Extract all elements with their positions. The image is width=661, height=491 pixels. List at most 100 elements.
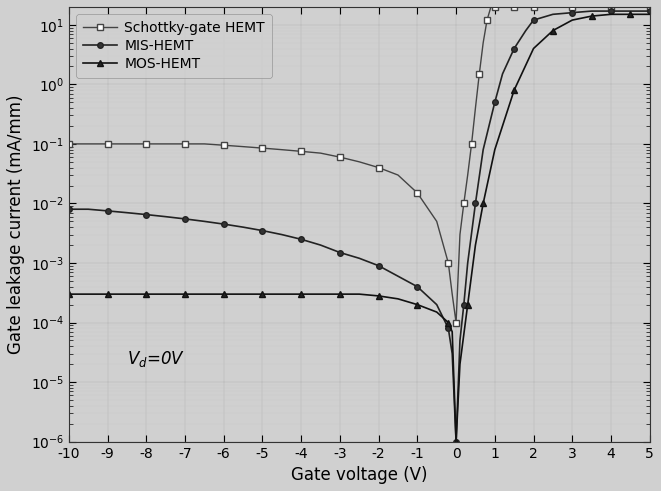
MOS-HEMT xyxy=(491,147,499,153)
Line: MIS-HEMT: MIS-HEMT xyxy=(66,8,652,444)
Schottky-gate HEMT xyxy=(588,4,596,10)
MIS-HEMT xyxy=(456,337,464,343)
MOS-HEMT xyxy=(200,291,208,297)
MIS-HEMT xyxy=(162,214,170,219)
MIS-HEMT xyxy=(627,8,635,14)
MOS-HEMT xyxy=(104,291,112,297)
MOS-HEMT xyxy=(394,296,402,302)
Schottky-gate HEMT xyxy=(529,4,537,10)
MOS-HEMT xyxy=(239,291,247,297)
MIS-HEMT xyxy=(448,351,456,356)
MIS-HEMT xyxy=(219,221,227,227)
MOS-HEMT xyxy=(375,293,383,299)
MIS-HEMT xyxy=(278,232,286,238)
Schottky-gate HEMT xyxy=(646,4,654,10)
Schottky-gate HEMT xyxy=(467,141,475,147)
MOS-HEMT xyxy=(510,87,518,93)
Schottky-gate HEMT xyxy=(627,4,635,10)
Schottky-gate HEMT xyxy=(510,4,518,10)
Legend: Schottky-gate HEMT, MIS-HEMT, MOS-HEMT: Schottky-gate HEMT, MIS-HEMT, MOS-HEMT xyxy=(76,14,272,78)
MIS-HEMT xyxy=(510,46,518,52)
Schottky-gate HEMT xyxy=(104,141,112,147)
MOS-HEMT xyxy=(142,291,150,297)
MIS-HEMT xyxy=(479,147,487,153)
MIS-HEMT xyxy=(460,301,468,307)
Schottky-gate HEMT xyxy=(498,4,506,10)
MOS-HEMT xyxy=(464,301,472,307)
MIS-HEMT xyxy=(123,210,131,216)
MOS-HEMT xyxy=(456,361,464,367)
MOS-HEMT xyxy=(433,309,441,315)
MOS-HEMT xyxy=(479,200,487,206)
Schottky-gate HEMT xyxy=(456,232,464,238)
MOS-HEMT xyxy=(627,11,635,17)
Schottky-gate HEMT xyxy=(219,142,227,148)
MOS-HEMT xyxy=(336,291,344,297)
MIS-HEMT xyxy=(522,27,529,33)
Schottky-gate HEMT xyxy=(448,291,456,297)
MIS-HEMT xyxy=(433,301,441,307)
Schottky-gate HEMT xyxy=(258,145,266,151)
MOS-HEMT xyxy=(278,291,286,297)
MOS-HEMT xyxy=(646,11,654,17)
Line: MOS-HEMT: MOS-HEMT xyxy=(66,12,652,444)
MOS-HEMT xyxy=(123,291,131,297)
MOS-HEMT xyxy=(181,291,189,297)
Schottky-gate HEMT xyxy=(142,141,150,147)
Schottky-gate HEMT xyxy=(479,40,487,46)
Schottky-gate HEMT xyxy=(549,4,557,10)
Schottky-gate HEMT xyxy=(452,320,460,326)
Schottky-gate HEMT xyxy=(162,141,170,147)
MIS-HEMT xyxy=(498,71,506,77)
MOS-HEMT xyxy=(356,291,364,297)
MOS-HEMT xyxy=(317,291,325,297)
Schottky-gate HEMT xyxy=(356,159,364,165)
Schottky-gate HEMT xyxy=(475,71,483,77)
Schottky-gate HEMT xyxy=(471,105,479,111)
MOS-HEMT xyxy=(84,291,92,297)
Schottky-gate HEMT xyxy=(65,141,73,147)
MOS-HEMT xyxy=(297,291,305,297)
Schottky-gate HEMT xyxy=(123,141,131,147)
Text: $V_d$=0V: $V_d$=0V xyxy=(127,349,185,369)
Schottky-gate HEMT xyxy=(433,218,441,224)
MIS-HEMT xyxy=(181,216,189,222)
Y-axis label: Gate leakage current (mA/mm): Gate leakage current (mA/mm) xyxy=(7,95,25,354)
Schottky-gate HEMT xyxy=(444,260,452,266)
MOS-HEMT xyxy=(452,438,460,444)
MIS-HEMT xyxy=(375,263,383,269)
Line: Schottky-gate HEMT: Schottky-gate HEMT xyxy=(66,4,652,326)
MOS-HEMT xyxy=(568,17,576,23)
MIS-HEMT xyxy=(239,224,247,230)
Schottky-gate HEMT xyxy=(297,148,305,154)
MIS-HEMT xyxy=(104,208,112,214)
MOS-HEMT xyxy=(444,320,452,326)
Schottky-gate HEMT xyxy=(84,141,92,147)
MIS-HEMT xyxy=(200,218,208,224)
Schottky-gate HEMT xyxy=(239,144,247,150)
MIS-HEMT xyxy=(646,8,654,14)
MOS-HEMT xyxy=(588,13,596,19)
Schottky-gate HEMT xyxy=(394,172,402,178)
MIS-HEMT xyxy=(317,242,325,248)
MOS-HEMT xyxy=(258,291,266,297)
MOS-HEMT xyxy=(607,11,615,17)
Schottky-gate HEMT xyxy=(375,164,383,170)
Schottky-gate HEMT xyxy=(487,4,495,10)
MIS-HEMT xyxy=(588,8,596,14)
MIS-HEMT xyxy=(529,17,537,23)
MIS-HEMT xyxy=(297,236,305,242)
Schottky-gate HEMT xyxy=(413,190,421,196)
MIS-HEMT xyxy=(452,438,460,444)
MOS-HEMT xyxy=(413,301,421,307)
Schottky-gate HEMT xyxy=(336,154,344,160)
MOS-HEMT xyxy=(471,242,479,248)
Schottky-gate HEMT xyxy=(200,141,208,147)
Schottky-gate HEMT xyxy=(317,150,325,156)
MIS-HEMT xyxy=(568,10,576,16)
Schottky-gate HEMT xyxy=(522,4,529,10)
Schottky-gate HEMT xyxy=(460,200,468,206)
MOS-HEMT xyxy=(219,291,227,297)
MIS-HEMT xyxy=(84,206,92,212)
Schottky-gate HEMT xyxy=(607,4,615,10)
